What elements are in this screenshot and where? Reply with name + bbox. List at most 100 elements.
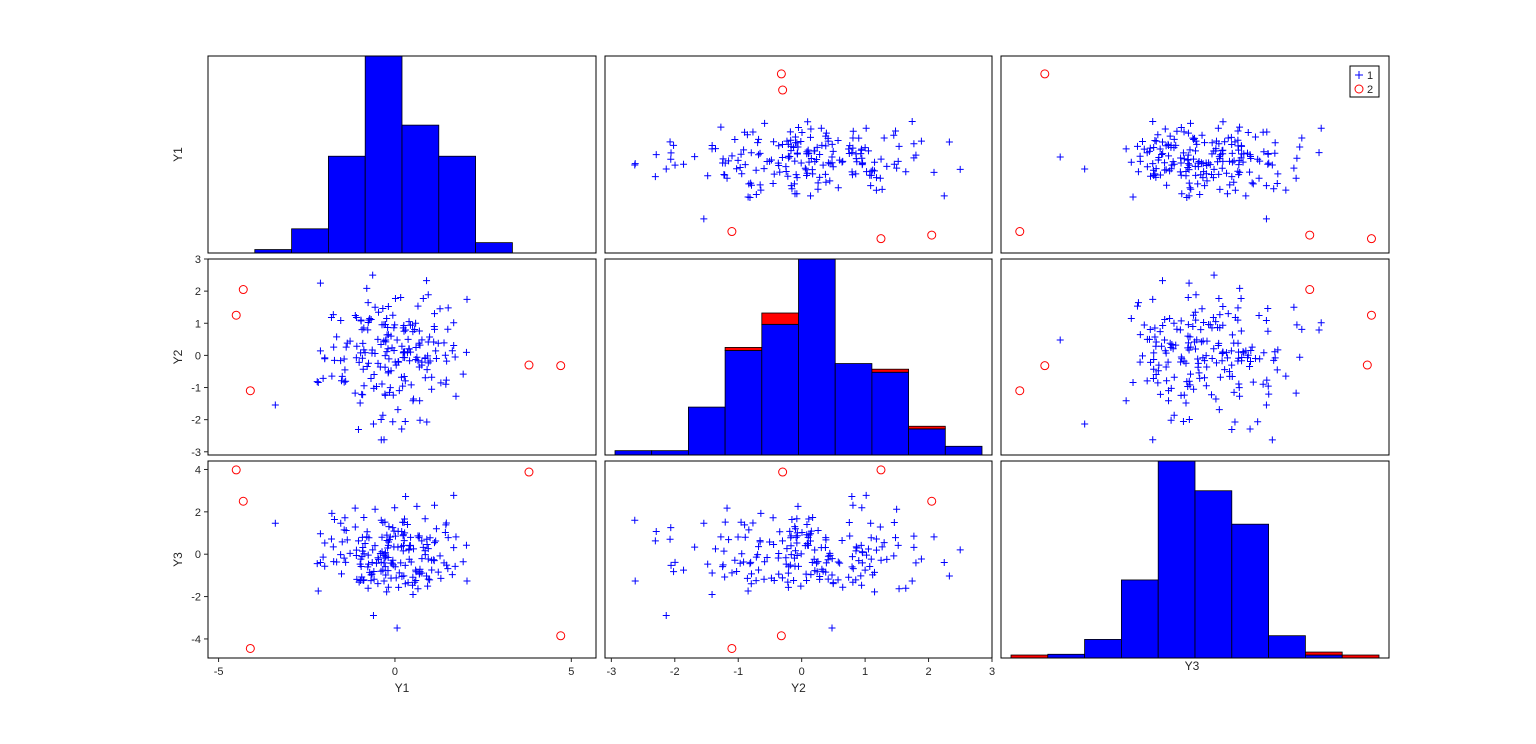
point-group1 [413,353,421,361]
point-group1 [1185,161,1193,169]
point-group1 [671,161,679,169]
point-group1 [855,557,863,565]
panel-frame [207,55,597,254]
point-group1 [797,159,805,167]
point-group1 [803,539,811,547]
point-group1 [670,141,678,149]
point-group1 [389,391,397,399]
point-group1 [1259,128,1267,136]
point-group1 [834,136,842,144]
point-group1 [797,582,805,590]
point-group1 [452,392,460,400]
point-group1 [867,182,875,190]
point-group1 [1268,161,1276,169]
point-group1 [442,519,450,527]
point-group1 [746,194,754,202]
point-group1 [405,345,413,353]
point-group1 [867,555,875,563]
point-group1 [822,568,830,576]
point-group1 [1134,299,1142,307]
point-group1 [1177,124,1185,132]
point-group1 [892,534,900,542]
point-group1 [1152,338,1160,346]
point-group1 [745,526,753,534]
point-group1 [1224,134,1232,142]
point-group1 [793,174,801,182]
point-group1 [1150,365,1158,373]
point-group1 [1182,399,1190,407]
point-group1 [415,327,423,335]
point-group1 [413,502,421,510]
point-group1 [791,562,799,570]
point-group2 [727,643,737,653]
point-group1 [803,172,811,180]
point-group1 [357,576,365,584]
point-group1 [391,358,399,366]
point-group1 [378,533,386,541]
point-group1 [829,163,837,171]
point-group1 [824,556,832,564]
point-group1 [423,277,431,285]
point-group1 [867,534,875,542]
point-group1 [337,519,345,527]
point-group1 [700,215,708,223]
point-group1 [1230,388,1238,396]
point-group1 [775,161,783,169]
point-group1 [895,585,903,593]
point-group1 [747,149,755,157]
point-group1 [784,569,792,577]
point-group1 [930,533,938,541]
point-group1 [379,304,387,312]
point-group1 [862,124,870,132]
point-group1 [956,165,964,173]
point-group1 [377,436,385,444]
x-tick-label: -1 [733,666,743,678]
point-group1 [319,374,327,382]
point-group1 [803,150,811,158]
point-group1 [414,302,422,310]
point-group1 [444,304,452,312]
point-group1 [389,311,397,319]
point-group1 [790,576,798,584]
point-group1 [804,118,812,126]
point-group1 [1223,354,1231,362]
point-group1 [1210,165,1218,173]
point-group1 [398,342,406,350]
point-group1 [1139,138,1146,146]
point-group1 [631,516,639,524]
point-group1 [405,546,413,554]
point-group1 [1237,327,1245,335]
point-group1 [1149,374,1157,382]
point-group1 [785,154,793,162]
point-group2 [776,69,786,79]
point-group1 [432,537,440,545]
point-group2 [524,467,534,477]
point-group1 [1210,271,1218,279]
point-group1 [1177,358,1185,366]
point-group1 [1202,352,1210,360]
point-group1 [1317,319,1325,327]
point-group1 [863,168,871,176]
point-group1 [902,584,910,592]
panel-frame [207,460,597,659]
point-group1 [910,154,918,162]
point-group1 [761,119,769,127]
point-group1 [848,149,856,157]
point-group1 [861,566,869,574]
point-group1 [1184,129,1192,137]
point-group1 [788,185,796,193]
point-group1 [894,541,902,549]
point-group1 [407,348,415,356]
point-group1 [791,525,799,533]
point-group1 [1184,339,1192,347]
point-group1 [346,549,354,557]
point-group1 [1235,384,1243,392]
point-group1 [791,190,799,198]
point-group1 [752,191,760,199]
point-group1 [426,333,434,341]
point-group1 [398,572,406,580]
point-group1 [1139,352,1146,360]
point-group1 [409,573,417,581]
point-group1 [945,572,953,580]
point-group1 [784,140,792,148]
